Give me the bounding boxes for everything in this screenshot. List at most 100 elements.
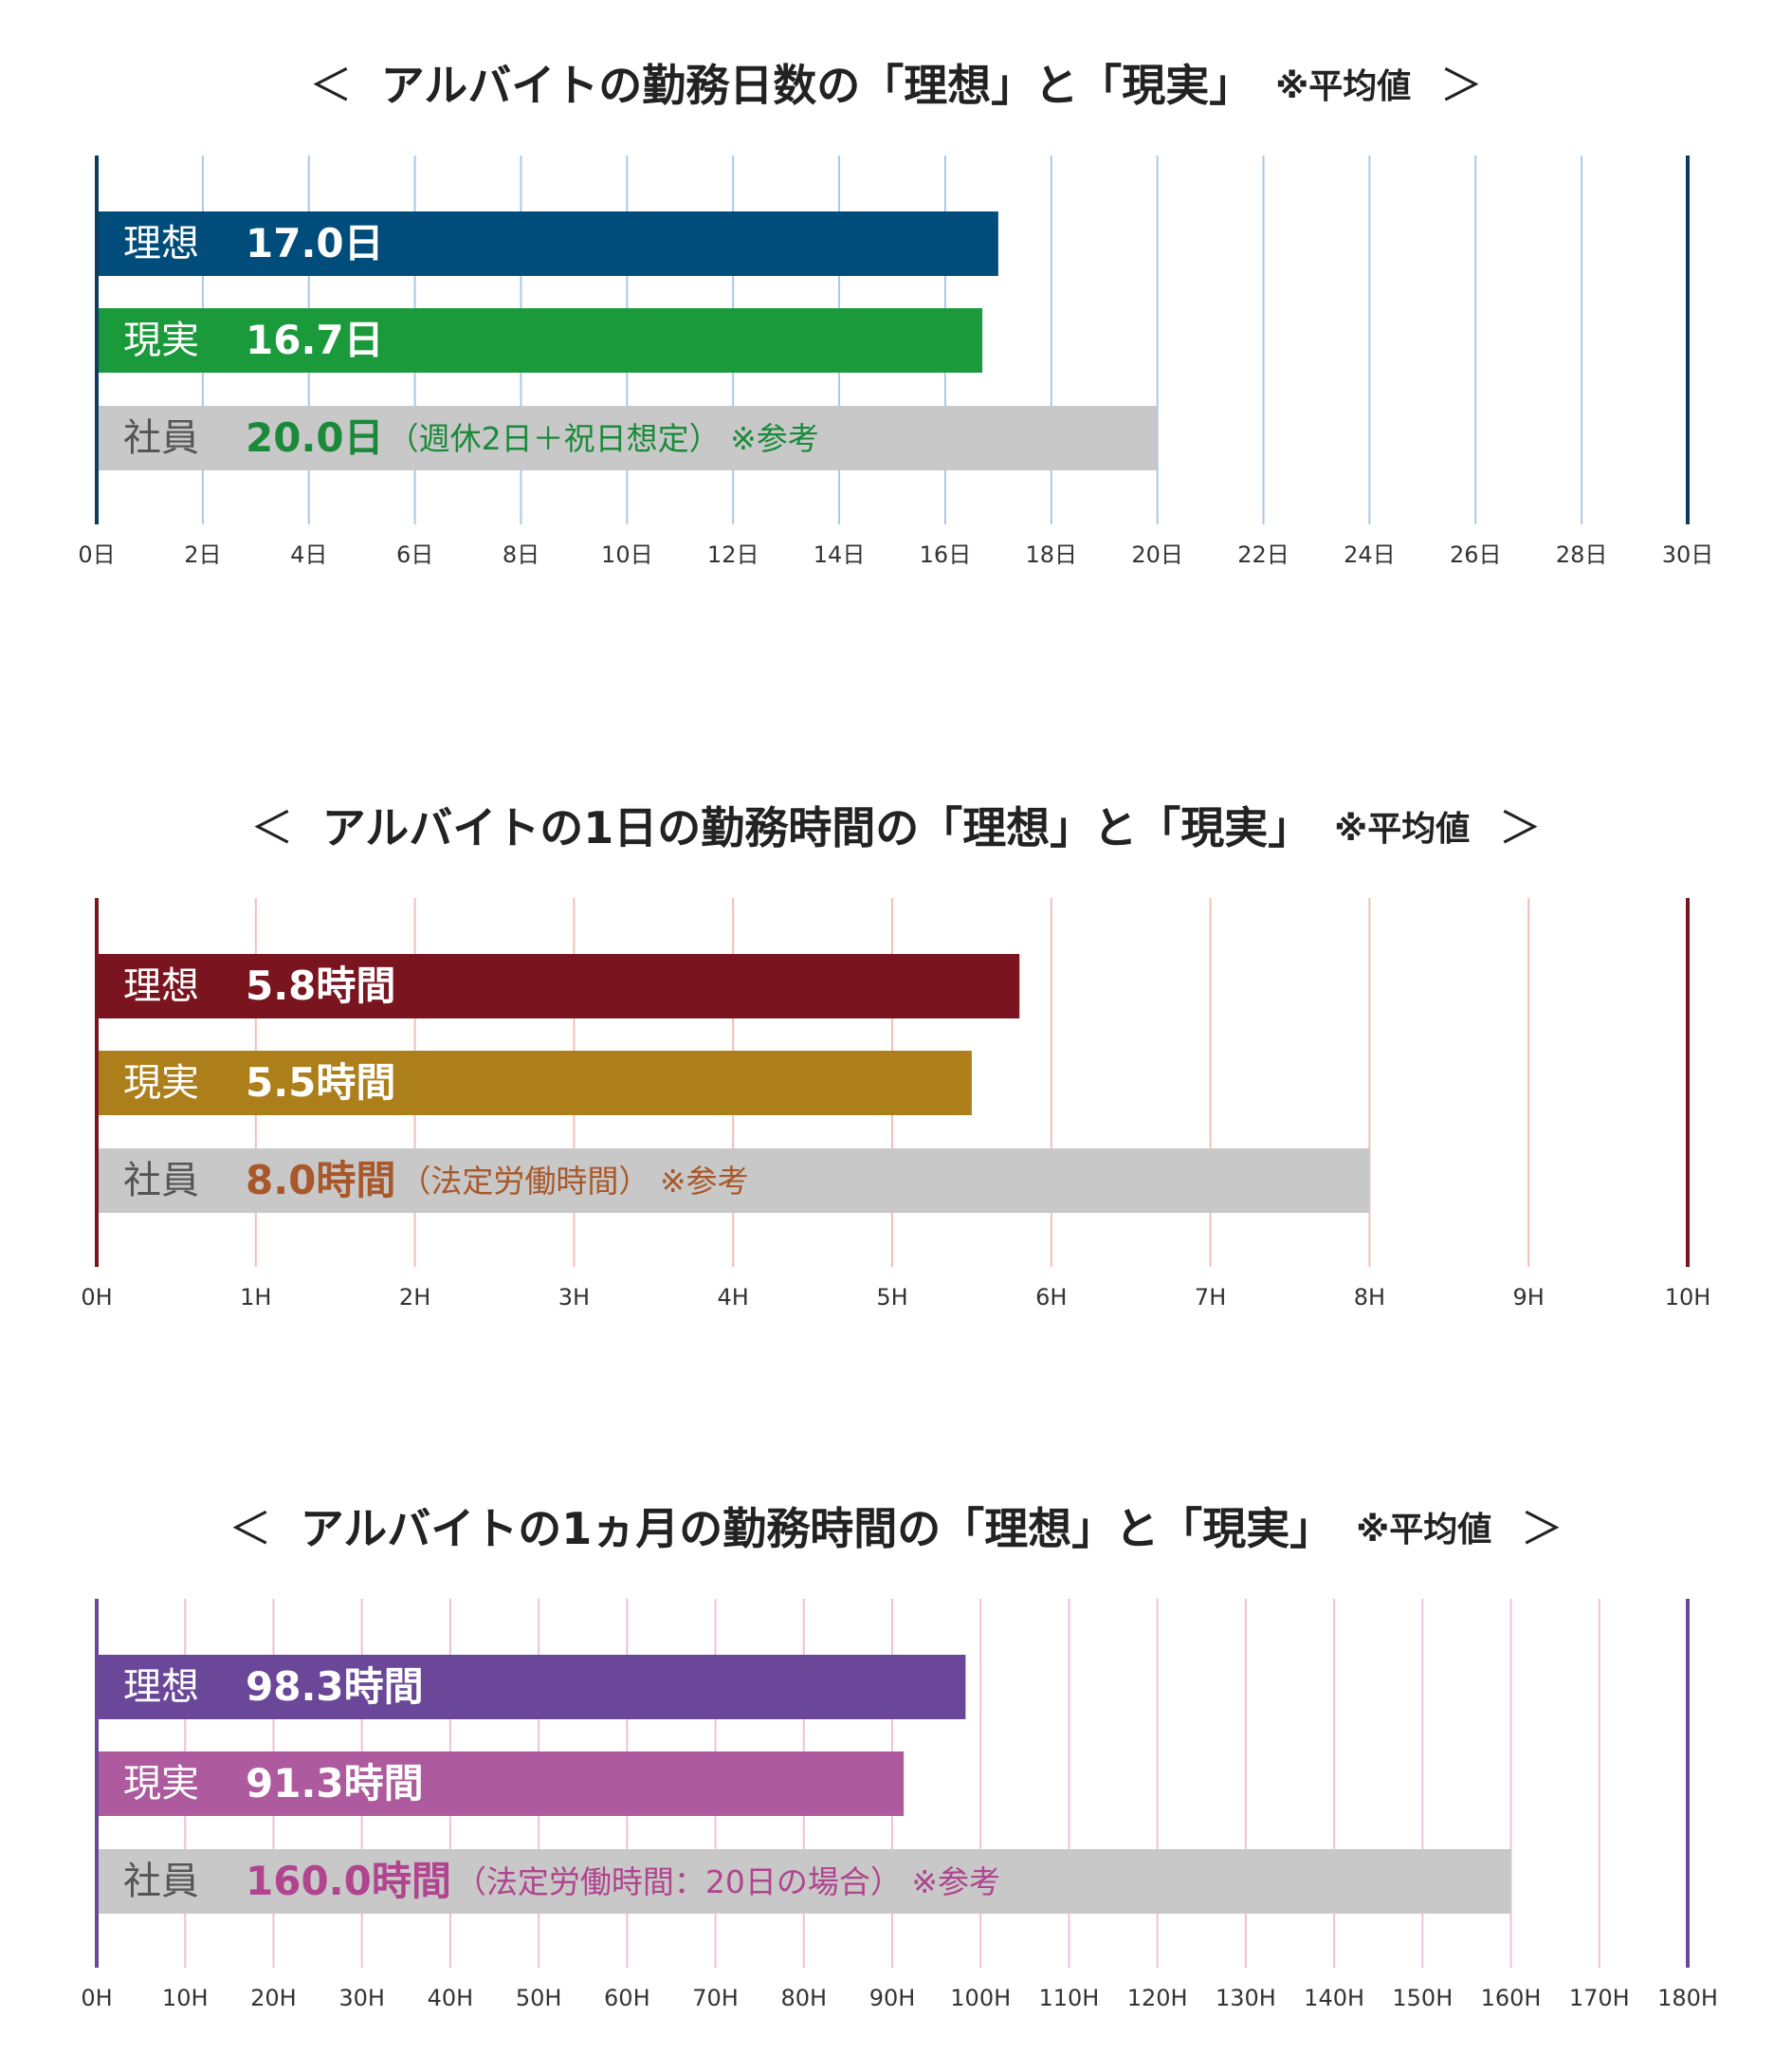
- x-tick-label: 16日: [920, 541, 972, 568]
- x-tick-label: 7H: [1195, 1284, 1226, 1311]
- x-tick-label: 12日: [707, 541, 759, 568]
- bar: [99, 1751, 905, 1816]
- x-tick-label: 8日: [503, 541, 539, 568]
- x-tick-label: 60H: [604, 1985, 650, 2011]
- value-label: 17.0日: [246, 220, 384, 266]
- x-tick-label: 24日: [1344, 541, 1396, 568]
- x-tick-label: 2日: [184, 541, 221, 568]
- value-text: 5.8時間: [246, 963, 395, 1009]
- x-tick-label: 10H: [1665, 1284, 1711, 1311]
- x-tick-label: 30日: [1662, 541, 1714, 568]
- x-tick-label: 5H: [876, 1284, 907, 1311]
- x-tick-label: 150H: [1392, 1985, 1453, 2011]
- value-label: 5.5時間: [246, 1059, 395, 1106]
- x-tick-label: 20日: [1131, 541, 1183, 568]
- title-note: ※平均値: [1275, 67, 1411, 106]
- x-tick-label: 90H: [869, 1985, 916, 2011]
- x-tick-label: 22日: [1237, 541, 1289, 568]
- x-tick-label: 30H: [338, 1985, 385, 2011]
- chart-title: ＜ アルバイトの1日の勤務時間の「理想」と「現実」 ※平均値 ＞: [250, 802, 1543, 853]
- category-label: 社員: [123, 416, 199, 460]
- bar: [99, 954, 1020, 1018]
- title-note: ※平均値: [1356, 1511, 1491, 1549]
- x-tick-label: 110H: [1039, 1985, 1100, 2011]
- title-bracket: ＜: [309, 60, 353, 111]
- category-label: 社員: [123, 1159, 199, 1202]
- value-label: 91.3時間: [246, 1760, 424, 1806]
- x-tick-label: 6H: [1035, 1284, 1067, 1311]
- x-tick-label: 40H: [428, 1985, 474, 2011]
- title-bracket: ＜: [229, 1503, 272, 1554]
- title-text: アルバイトの1ヵ月の勤務時間の「理想」と「現実」: [301, 1503, 1334, 1554]
- value-text: 8.0時間: [246, 1157, 395, 1203]
- title-note: ※平均値: [1334, 810, 1470, 849]
- chart-title: ＜ アルバイトの1ヵ月の勤務時間の「理想」と「現実」 ※平均値 ＞: [229, 1503, 1564, 1554]
- bar: [99, 1051, 972, 1115]
- category-label: 現実: [123, 1061, 199, 1105]
- bar: [99, 308, 983, 373]
- x-tick-label: 9H: [1513, 1284, 1545, 1311]
- x-tick-label: 3H: [558, 1284, 590, 1311]
- value-text: 17.0日: [246, 220, 384, 266]
- value-label: 16.7日: [246, 317, 384, 363]
- category-label: 理想: [123, 222, 199, 266]
- x-tick-label: 14日: [814, 541, 866, 568]
- title-bracket: ＞: [1498, 802, 1542, 853]
- x-tick-label: 0H: [81, 1284, 112, 1311]
- x-tick-label: 10日: [601, 541, 653, 568]
- value-text: 20.0日: [246, 414, 384, 461]
- bar: [99, 406, 1158, 470]
- x-tick-label: 140H: [1304, 1985, 1364, 2011]
- title-text: アルバイトの1日の勤務時間の「理想」と「現実」: [322, 802, 1312, 853]
- x-tick-label: 10H: [162, 1985, 209, 2011]
- value-label: 20.0日 （週休2日＋祝日想定） ※参考: [246, 414, 819, 461]
- title-bracket: ＞: [1520, 1503, 1563, 1554]
- x-tick-label: 0H: [81, 1985, 112, 2011]
- x-tick-label: 4H: [718, 1284, 749, 1311]
- value-label: 160.0時間 （法定労働時間：20日の場合） ※参考: [246, 1858, 1000, 1904]
- value-note: （法定労働時間：20日の場合） ※参考: [455, 1863, 1000, 1900]
- x-tick-label: 1H: [240, 1284, 271, 1311]
- x-tick-label: 180H: [1657, 1985, 1718, 2011]
- value-text: 98.3時間: [246, 1663, 424, 1710]
- x-tick-label: 2H: [399, 1284, 430, 1311]
- x-tick-label: 130H: [1216, 1985, 1276, 2011]
- value-text: 5.5時間: [246, 1059, 395, 1106]
- x-tick-label: 0日: [78, 541, 115, 568]
- x-tick-label: 160H: [1481, 1985, 1542, 2011]
- x-tick-label: 8H: [1354, 1284, 1385, 1311]
- value-text: 160.0時間: [246, 1858, 451, 1904]
- x-tick-label: 100H: [950, 1985, 1011, 2011]
- x-tick-label: 70H: [692, 1985, 739, 2011]
- category-label: 理想: [123, 1665, 199, 1709]
- x-tick-label: 4日: [290, 541, 327, 568]
- category-label: 現実: [123, 1762, 199, 1806]
- value-label: 98.3時間: [246, 1663, 424, 1710]
- title-bracket: ＞: [1439, 60, 1483, 111]
- value-text: 91.3時間: [246, 1760, 424, 1806]
- title-bracket: ＜: [250, 802, 294, 853]
- value-label: 8.0時間 （法定労働時間） ※参考: [246, 1157, 749, 1203]
- category-label: 社員: [123, 1860, 199, 1903]
- x-tick-label: 20H: [250, 1985, 297, 2011]
- x-tick-label: 26日: [1450, 541, 1502, 568]
- value-text: 16.7日: [246, 317, 384, 363]
- bar: [99, 1655, 966, 1719]
- category-label: 現実: [123, 319, 199, 362]
- value-label: 5.8時間: [246, 963, 395, 1009]
- bar: [99, 211, 998, 276]
- x-tick-label: 170H: [1569, 1985, 1630, 2011]
- x-tick-label: 50H: [516, 1985, 562, 2011]
- category-label: 理想: [123, 964, 199, 1008]
- value-note: （週休2日＋祝日想定） ※参考: [388, 420, 819, 457]
- bar: [99, 1148, 1370, 1213]
- x-tick-label: 120H: [1127, 1985, 1188, 2011]
- x-tick-label: 18日: [1026, 541, 1078, 568]
- x-tick-label: 80H: [780, 1985, 827, 2011]
- chart-title: ＜ アルバイトの勤務日数の「理想」と「現実」 ※平均値 ＞: [309, 60, 1484, 111]
- value-note: （法定労働時間） ※参考: [399, 1163, 748, 1200]
- bar: [99, 1849, 1511, 1914]
- title-text: アルバイトの勤務日数の「理想」と「現実」: [381, 60, 1253, 111]
- x-tick-label: 6日: [396, 541, 433, 568]
